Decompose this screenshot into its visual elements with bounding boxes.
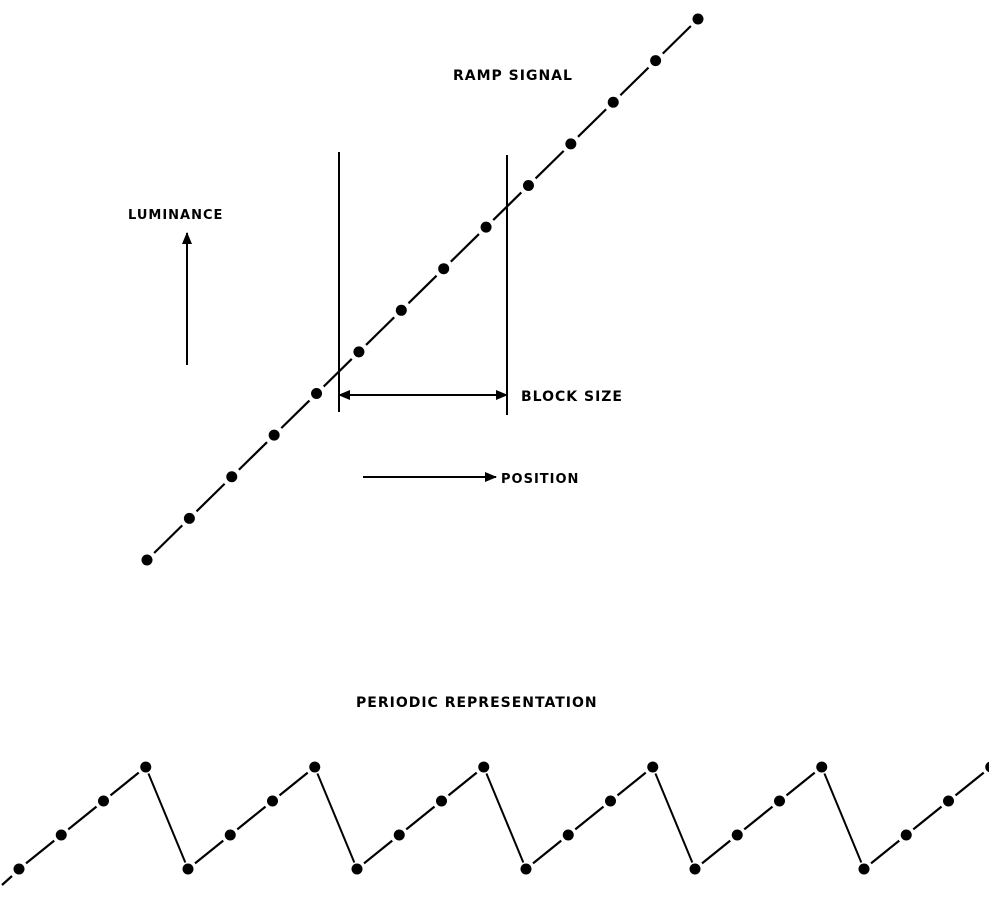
periodic-sample-dot: [98, 795, 109, 807]
periodic-sample-dot: [689, 863, 701, 875]
ramp-sample-dot: [692, 13, 704, 25]
periodic-dash: [109, 771, 140, 797]
periodic-reset-line: [316, 773, 356, 863]
periodic-dash: [405, 805, 436, 831]
periodic-sample-dot: [309, 761, 321, 773]
periodic-sample-dot: [731, 829, 743, 841]
ramp-dash: [619, 66, 650, 97]
ramp-sample-dot: [226, 471, 238, 483]
periodic-sample-dot: [562, 829, 574, 841]
periodic-dash: [954, 771, 985, 797]
ramp-dash: [577, 108, 607, 138]
position-label: POSITION: [501, 472, 579, 487]
ramp-sample-dot: [141, 554, 153, 566]
ramp-dash: [661, 25, 692, 55]
ramp-signal-dashes: [153, 25, 692, 554]
periodic-dash: [278, 771, 309, 797]
periodic-dash: [870, 839, 900, 865]
periodic-signal-samples: [13, 761, 989, 875]
periodic-sample-dot: [774, 795, 785, 807]
ramp-sample-dot: [480, 221, 492, 233]
ramp-dash: [450, 233, 480, 263]
periodic-reset-line: [823, 773, 863, 863]
ramp-dash: [153, 524, 184, 554]
ramp-dash: [195, 482, 226, 513]
ramp-dash: [280, 399, 311, 429]
ramp-dash: [238, 441, 268, 471]
periodic-sample-dot: [520, 863, 532, 875]
periodic-sample-dot: [858, 863, 870, 875]
luminance-label: LUMINANCE: [128, 208, 223, 223]
periodic-dash: [532, 839, 562, 865]
ramp-signal-label: RAMP SIGNAL: [453, 68, 573, 84]
periodic-dash: [785, 771, 816, 797]
periodic-reset-line: [485, 773, 525, 863]
ramp-sample-dot: [438, 263, 450, 275]
ramp-dash: [407, 274, 438, 305]
block-size-label: BLOCK SIZE: [521, 389, 623, 405]
ramp-dash: [534, 150, 565, 180]
periodic-dash: [616, 771, 647, 797]
ramp-sample-dot: [311, 388, 323, 400]
periodic-dash: [574, 805, 605, 831]
ramp-sample-dot: [353, 346, 365, 358]
ramp-sample-dot: [395, 304, 407, 316]
periodic-reset-line: [654, 773, 694, 863]
periodic-dash: [67, 805, 98, 831]
periodic-sample-dot: [985, 761, 989, 773]
periodic-sample-dot: [900, 829, 912, 841]
periodic-sample-dot: [182, 863, 194, 875]
periodic-sample-dot: [436, 795, 447, 807]
periodic-dash: [25, 839, 55, 865]
periodic-signal-lines: [1, 771, 985, 886]
periodic-sample-dot: [647, 761, 659, 773]
periodic-sample-dot: [140, 761, 152, 773]
periodic-dash: [743, 805, 774, 831]
periodic-sample-dot: [224, 829, 236, 841]
periodic-dash: [194, 839, 224, 865]
ramp-signal-samples: [141, 13, 704, 566]
periodic-reset-line: [147, 773, 187, 863]
periodic-sample-dot: [605, 795, 616, 807]
periodic-dash: [701, 839, 731, 865]
periodic-sample-dot: [478, 761, 490, 773]
ramp-sample-dot: [565, 138, 577, 150]
ramp-sample-dot: [522, 179, 534, 191]
ramp-sample-dot: [650, 55, 662, 67]
periodic-sample-dot: [943, 795, 954, 807]
periodic-dash: [363, 839, 393, 865]
ramp-sample-dot: [607, 96, 619, 108]
periodic-sample-dot: [393, 829, 405, 841]
ramp-dash: [365, 316, 395, 346]
ramp-signal-plot: [141, 13, 704, 566]
periodic-sample-dot: [816, 761, 828, 773]
ramp-sample-dot: [183, 512, 195, 524]
periodic-dash: [236, 805, 267, 831]
periodic-sample-dot: [13, 863, 25, 875]
ramp-dash: [322, 358, 353, 388]
periodic-dash: [447, 771, 478, 797]
ramp-sample-dot: [268, 429, 280, 441]
periodic-representation-label: PERIODIC REPRESENTATION: [356, 695, 598, 711]
periodic-dash: [912, 805, 943, 831]
periodic-sample-dot: [55, 829, 67, 841]
periodic-representation-plot: [1, 761, 989, 886]
periodic-dash: [1, 875, 13, 886]
periodic-sample-dot: [267, 795, 278, 807]
periodic-sample-dot: [351, 863, 363, 875]
